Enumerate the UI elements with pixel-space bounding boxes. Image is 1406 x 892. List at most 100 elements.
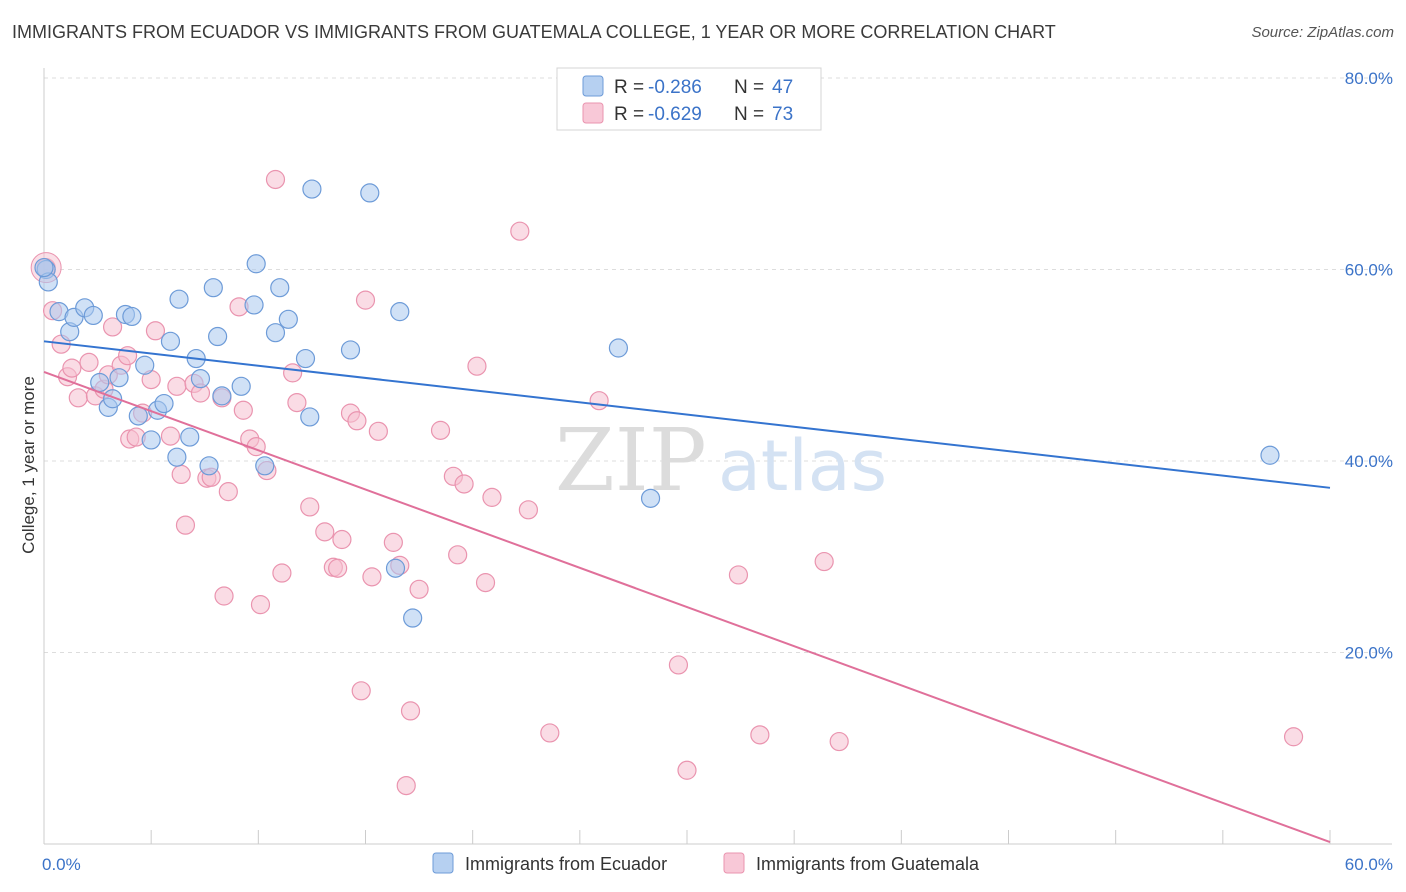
point-guatemala <box>328 558 348 578</box>
point-ecuador <box>83 305 103 326</box>
point-ecuador <box>169 289 189 309</box>
point-guatemala <box>283 363 303 383</box>
point-guatemala <box>518 500 538 520</box>
point-guatemala <box>160 426 181 446</box>
point-guatemala <box>351 681 371 701</box>
point-guatemala <box>400 701 421 721</box>
point-guatemala <box>175 515 196 535</box>
point-guatemala <box>145 321 166 341</box>
point-guatemala <box>829 731 849 752</box>
point-ecuador <box>141 430 161 450</box>
bottom-legend-ecuador-swatch <box>432 852 454 874</box>
y-tick-label: 60.0% <box>1345 261 1393 280</box>
point-ecuador <box>154 393 174 414</box>
trend-lines <box>43 340 1331 844</box>
point-ecuador <box>102 389 123 409</box>
point-ecuador <box>135 355 155 375</box>
point-guatemala <box>300 497 320 517</box>
point-guatemala <box>814 551 834 572</box>
point-guatemala <box>287 392 307 413</box>
point-ecuador <box>302 179 322 199</box>
point-guatemala <box>315 522 335 542</box>
y-tick-label: 80.0% <box>1345 69 1393 88</box>
point-ecuador <box>34 257 54 278</box>
point-guatemala <box>467 356 487 376</box>
point-guatemala <box>396 775 416 796</box>
legend-ecuador-n-label: N = <box>734 77 764 98</box>
point-guatemala <box>355 290 376 310</box>
trend-line-guatemala <box>43 371 1331 844</box>
point-ecuador <box>208 326 228 347</box>
point-guatemala <box>750 725 770 745</box>
axes <box>43 68 1392 845</box>
point-guatemala <box>347 411 367 431</box>
trend-line-ecuador <box>43 340 1331 489</box>
point-guatemala <box>430 420 451 440</box>
point-guatemala <box>250 595 271 615</box>
point-guatemala <box>589 391 609 411</box>
point-guatemala <box>482 487 502 507</box>
point-guatemala <box>362 567 382 587</box>
point-guatemala <box>102 317 123 337</box>
point-ecuador <box>265 323 286 343</box>
watermark: ZIP atlas <box>555 411 887 511</box>
point-guatemala <box>272 563 292 583</box>
point-ecuador <box>203 278 223 298</box>
point-ecuador <box>122 306 142 327</box>
point-guatemala <box>368 421 388 441</box>
point-guatemala <box>167 376 187 396</box>
point-guatemala <box>510 221 530 241</box>
point-guatemala <box>171 464 191 485</box>
point-guatemala <box>68 388 88 408</box>
point-ecuador <box>231 376 251 396</box>
legend-guatemala-r-value: -0.629 <box>648 104 702 125</box>
point-guatemala <box>62 358 82 378</box>
point-ecuador <box>199 456 219 476</box>
y-axis-title: College, 1 year or more <box>19 376 38 554</box>
point-guatemala <box>448 545 468 565</box>
legend-guatemala-r-label: R = <box>614 104 644 125</box>
point-guatemala <box>1283 727 1304 747</box>
point-ecuador <box>160 331 181 351</box>
bottom-legend-guatemala-label: Immigrants from Guatemala <box>756 854 980 874</box>
point-ecuador <box>340 340 361 360</box>
point-guatemala <box>540 723 560 743</box>
bottom-legend-ecuador-label: Immigrants from Ecuador <box>465 854 667 874</box>
point-ecuador <box>295 348 316 369</box>
point-guatemala <box>728 565 749 585</box>
legend-ecuador-n-value: 47 <box>772 77 793 98</box>
x-tick-label: 0.0% <box>42 855 81 874</box>
point-ecuador <box>300 407 320 427</box>
point-ecuador <box>1260 445 1280 465</box>
point-guatemala <box>454 474 474 494</box>
point-ecuador <box>190 369 211 389</box>
point-guatemala <box>475 573 496 593</box>
legend-ecuador-r-label: R = <box>614 77 644 98</box>
point-guatemala <box>409 579 429 599</box>
watermark-zip: ZIP <box>555 411 707 511</box>
point-ecuador <box>385 558 406 578</box>
x-tick-label: 60.0% <box>1345 855 1393 874</box>
point-ecuador <box>246 254 266 274</box>
point-guatemala <box>233 400 253 420</box>
point-ecuador <box>244 295 264 315</box>
point-ecuador <box>608 338 629 358</box>
point-ecuador <box>255 456 275 476</box>
legend-ecuador-swatch <box>582 75 604 97</box>
point-ecuador <box>360 183 380 203</box>
legend-guatemala-n-value: 73 <box>772 104 793 125</box>
point-ecuador <box>167 447 187 467</box>
point-guatemala <box>265 169 286 190</box>
point-ecuador <box>180 427 200 447</box>
point-ecuador <box>212 386 232 406</box>
point-guatemala <box>677 760 697 780</box>
point-ecuador <box>278 309 298 329</box>
point-guatemala <box>332 529 352 550</box>
tick-labels: 20.0% 40.0% 60.0% 80.0% 0.0% 60.0% <box>42 69 1393 874</box>
watermark-atlas: atlas <box>718 425 887 507</box>
series-ecuador-points <box>34 179 1280 628</box>
legend: R = -0.286 N = 47 R = -0.629 N = 73 <box>556 67 822 131</box>
source-credit: Source: ZipAtlas.com <box>1251 24 1394 41</box>
point-guatemala <box>218 482 238 502</box>
